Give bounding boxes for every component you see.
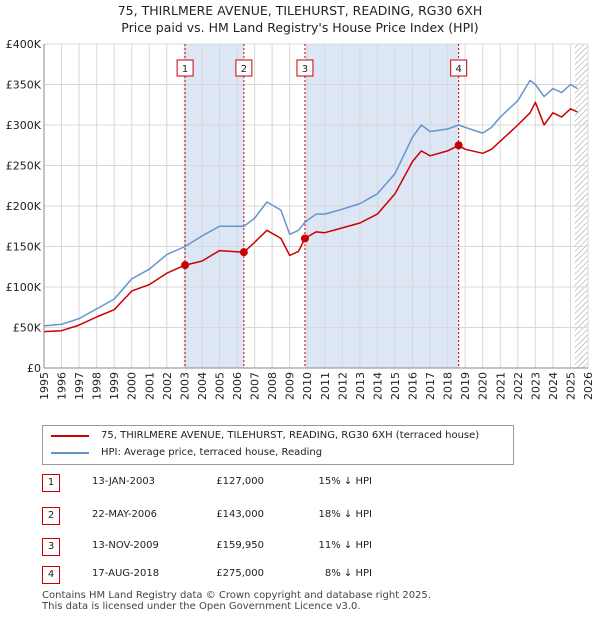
price-chart: 1 2 3 4 £0 £50K £100K £150K £200K £250K £300K £350… <box>6 38 595 400</box>
legend-label-hpi: HPI: Average price, terraced house, Read… <box>101 447 323 458</box>
x-tick-label: 2022 <box>512 372 525 400</box>
sale-marker-label: 3 <box>302 64 308 75</box>
sale-points-layer <box>181 141 463 270</box>
x-tick-label: 2007 <box>249 372 262 400</box>
sale-point <box>300 234 309 243</box>
sale-marker-box <box>296 59 314 77</box>
y-tick-label: £350K <box>6 79 42 92</box>
chart-title: 75, THIRLMERE AVENUE, TILEHURST, READING… <box>0 2 600 36</box>
x-tick-label: 1996 <box>56 372 69 400</box>
sale-markers-layer: 1 2 3 4 <box>176 44 468 368</box>
x-tick-label: 2024 <box>547 372 560 400</box>
x-tick-label: 2008 <box>266 372 279 400</box>
x-tick-label: 2013 <box>354 372 367 400</box>
table-row: 2 22-MAY-2006 £143,000 18% ↓ HPI <box>42 505 562 525</box>
transaction-number: 2 <box>42 507 60 525</box>
table-row: 1 13-JAN-2003 £127,000 15% ↓ HPI <box>42 472 562 492</box>
x-tick-label: 1997 <box>73 372 86 400</box>
footer-copyright: Contains HM Land Registry data © Crown c… <box>42 590 431 601</box>
x-tick-label: 2009 <box>284 372 297 400</box>
table-row: 4 17-AUG-2018 £275,000 8% ↓ HPI <box>42 564 562 584</box>
x-tick-label: 2014 <box>371 372 384 400</box>
axes-layer: £0 £50K £100K £150K £200K £250K £300K £350K £400… <box>6 38 595 400</box>
x-tick-label: 1995 <box>38 372 51 400</box>
transaction-number: 1 <box>42 474 60 492</box>
y-tick-label: £400K <box>6 38 42 51</box>
sale-marker-label: 2 <box>241 64 247 75</box>
series-line-hpi <box>43 79 578 327</box>
transaction-date: 13-JAN-2003 <box>92 476 156 487</box>
x-tick-label: 1999 <box>108 372 121 400</box>
x-tick-label: 2002 <box>161 372 174 400</box>
series-layer <box>43 79 578 333</box>
transaction-price: £275,000 <box>216 568 264 579</box>
footer: Contains HM Land Registry data © Crown c… <box>42 590 431 612</box>
x-tick-label: 2001 <box>143 372 156 400</box>
x-tick-label: 2026 <box>582 372 595 400</box>
transaction-hpi-delta: 8% ↓ HPI <box>324 568 372 579</box>
transaction-price: £127,000 <box>216 476 264 487</box>
x-tick-label: 2011 <box>319 372 332 400</box>
sale-marker-box <box>176 59 194 77</box>
title-line-2: Price paid vs. HM Land Registry's House … <box>121 20 479 35</box>
transaction-date: 13-NOV-2009 <box>92 540 159 551</box>
sale-marker-box <box>450 59 468 77</box>
x-tick-label: 2020 <box>477 372 490 400</box>
table-row: 3 13-NOV-2009 £159,950 11% ↓ HPI <box>42 536 562 556</box>
x-tick-label: 2025 <box>564 372 577 400</box>
x-tick-label: 2006 <box>231 372 244 400</box>
x-tick-label: 2018 <box>442 372 455 400</box>
x-tick-label: 2019 <box>459 372 472 400</box>
legend: 75, THIRLMERE AVENUE, TILEHURST, READING… <box>42 425 514 465</box>
y-tick-label: £250K <box>6 160 42 173</box>
y-tick-label: £200K <box>6 200 42 213</box>
sale-marker-label: 4 <box>455 64 461 75</box>
y-tick-label: £0 <box>27 362 41 375</box>
transaction-date: 17-AUG-2018 <box>92 568 160 579</box>
x-tick-label: 2023 <box>529 372 542 400</box>
sale-point <box>239 248 248 257</box>
transaction-price: £143,000 <box>216 509 264 520</box>
x-tick-label: 2005 <box>213 372 226 400</box>
transaction-number: 3 <box>42 538 60 556</box>
title-line-1: 75, THIRLMERE AVENUE, TILEHURST, READING… <box>117 3 483 18</box>
y-tick-label: £100K <box>6 281 42 294</box>
x-tick-label: 2004 <box>196 372 209 400</box>
x-tick-label: 2012 <box>336 372 349 400</box>
transaction-hpi-delta: 18% ↓ HPI <box>318 509 372 520</box>
sale-marker-label: 1 <box>182 64 188 75</box>
x-tick-label: 2003 <box>178 372 191 400</box>
legend-swatch-hpi <box>51 452 89 454</box>
x-tick-label: 2021 <box>494 372 507 400</box>
x-tick-label: 2017 <box>424 372 437 400</box>
x-tick-label: 1998 <box>91 372 104 400</box>
transaction-price: £159,950 <box>216 540 264 551</box>
transaction-hpi-delta: 15% ↓ HPI <box>318 476 372 487</box>
sale-point <box>181 261 190 270</box>
x-tick-label: 2016 <box>407 372 420 400</box>
sale-point <box>454 141 463 150</box>
y-tick-label: £50K <box>13 322 42 335</box>
x-tick-label: 2010 <box>301 372 314 400</box>
transaction-number: 4 <box>42 566 60 584</box>
footer-licence: This data is licensed under the Open Gov… <box>42 601 361 612</box>
transaction-date: 22-MAY-2006 <box>92 509 158 520</box>
x-tick-label: 2015 <box>389 372 402 400</box>
x-tick-label: 2000 <box>126 372 139 400</box>
y-tick-label: £150K <box>6 241 42 254</box>
legend-swatch-price <box>51 435 89 437</box>
series-line-price <box>43 101 578 333</box>
y-tick-label: £300K <box>6 119 42 132</box>
legend-label-price: 75, THIRLMERE AVENUE, TILEHURST, READING… <box>101 430 480 441</box>
transaction-hpi-delta: 11% ↓ HPI <box>318 540 372 551</box>
sale-marker-box <box>235 59 253 77</box>
